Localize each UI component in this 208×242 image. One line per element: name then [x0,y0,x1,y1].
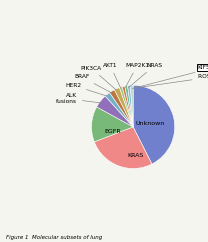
Text: MAP2K1: MAP2K1 [125,63,149,87]
Wedge shape [130,85,133,127]
Text: KRAS: KRAS [127,153,143,158]
Text: HER2: HER2 [65,83,107,96]
Text: KIF5B-RET: KIF5B-RET [135,65,208,88]
Wedge shape [94,127,152,168]
Text: BRAF: BRAF [74,75,111,93]
Text: PIK3CA: PIK3CA [81,66,116,90]
Text: ROS1 fusions: ROS1 fusions [132,74,208,88]
Wedge shape [133,85,175,164]
Text: AKT1: AKT1 [103,63,121,88]
Wedge shape [105,93,133,127]
Text: Figure 1  Molecular subsets of lung: Figure 1 Molecular subsets of lung [6,234,103,240]
Wedge shape [110,90,133,127]
Wedge shape [122,86,133,127]
Text: Unknown: Unknown [136,121,165,126]
Wedge shape [97,96,133,127]
Wedge shape [114,88,133,127]
Wedge shape [125,86,133,127]
Text: ALK
fusions: ALK fusions [56,93,100,104]
Wedge shape [128,85,133,127]
Wedge shape [119,87,133,127]
Text: EGFR: EGFR [105,129,121,134]
Text: NRAS: NRAS [129,63,163,87]
Wedge shape [92,107,133,142]
